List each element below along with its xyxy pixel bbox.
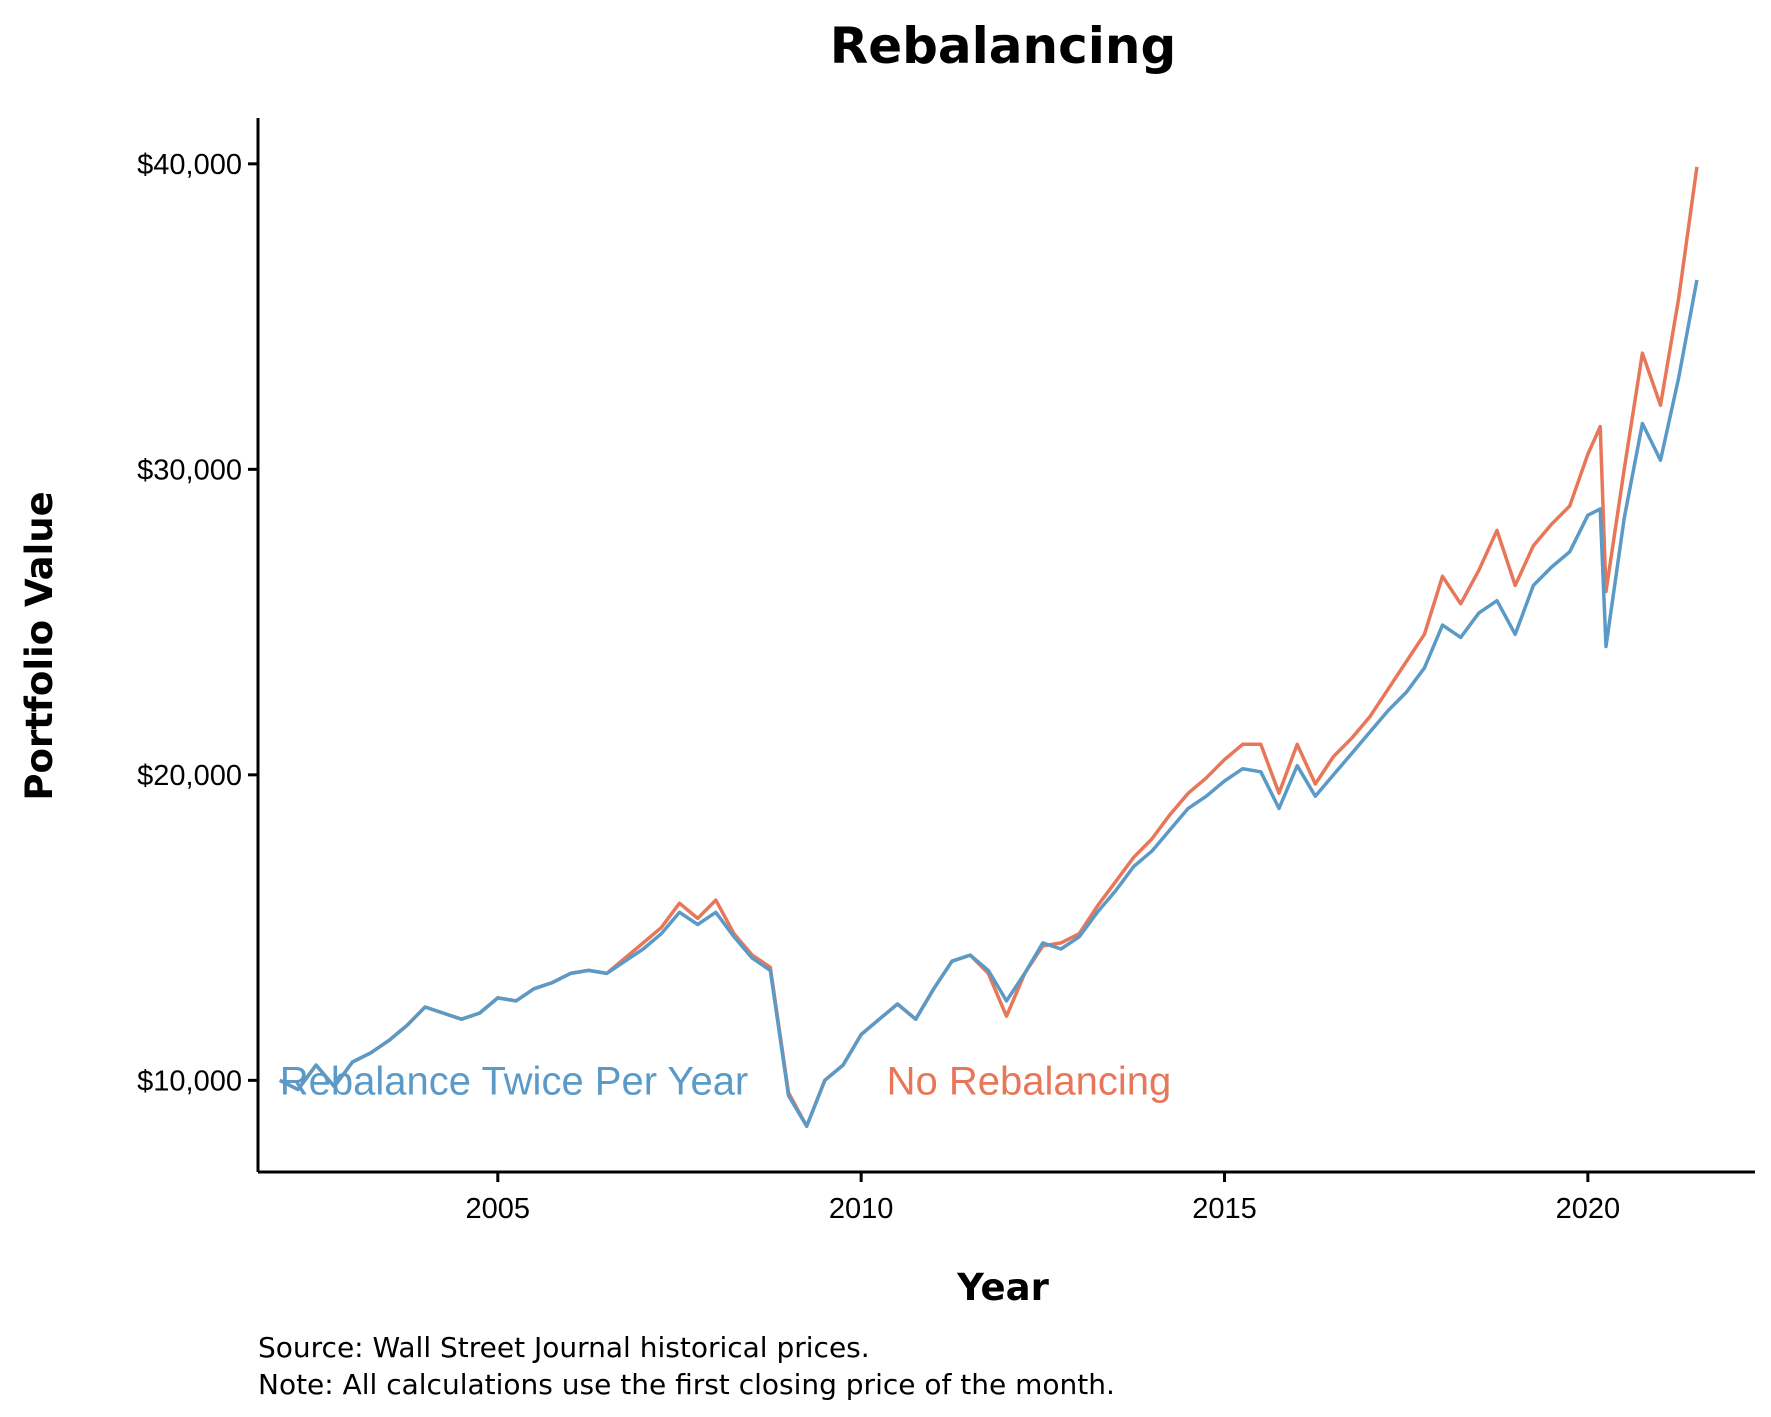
y-tick-label: $20,000 xyxy=(137,760,242,792)
chart-title: Rebalancing xyxy=(830,17,1177,75)
series-layer xyxy=(279,166,1699,1128)
series-label-no-rebalancing: No Rebalancing xyxy=(887,1059,1172,1103)
y-tick-label: $30,000 xyxy=(137,454,242,486)
plot-area: Rebalance Twice Per Year No Rebalancing $… xyxy=(137,118,1755,1225)
series-line-rebalance xyxy=(279,279,1699,1128)
series-line-no-rebalancing xyxy=(279,166,1699,1128)
y-tick-label: $10,000 xyxy=(137,1065,242,1097)
x-axis-title: Year xyxy=(956,1266,1049,1309)
calculation-note: Note: All calculations use the first clo… xyxy=(258,1368,1115,1401)
y-tick-label: $40,000 xyxy=(137,149,242,181)
series-label-rebalance: Rebalance Twice Per Year xyxy=(280,1059,748,1103)
x-axis-ticks: 2005 2010 2015 2020 xyxy=(466,1172,1621,1225)
source-note: Source: Wall Street Journal historical p… xyxy=(258,1331,870,1364)
x-tick-label: 2020 xyxy=(1556,1193,1621,1225)
x-tick-label: 2005 xyxy=(466,1193,531,1225)
x-tick-label: 2015 xyxy=(1192,1193,1257,1225)
y-axis-ticks: $10,000 $20,000 $30,000 $40,000 xyxy=(137,149,258,1097)
series-label-layer: Rebalance Twice Per Year No Rebalancing xyxy=(280,1059,1171,1103)
y-axis-title: Portfolio Value xyxy=(18,491,61,800)
x-tick-label: 2010 xyxy=(829,1193,894,1225)
